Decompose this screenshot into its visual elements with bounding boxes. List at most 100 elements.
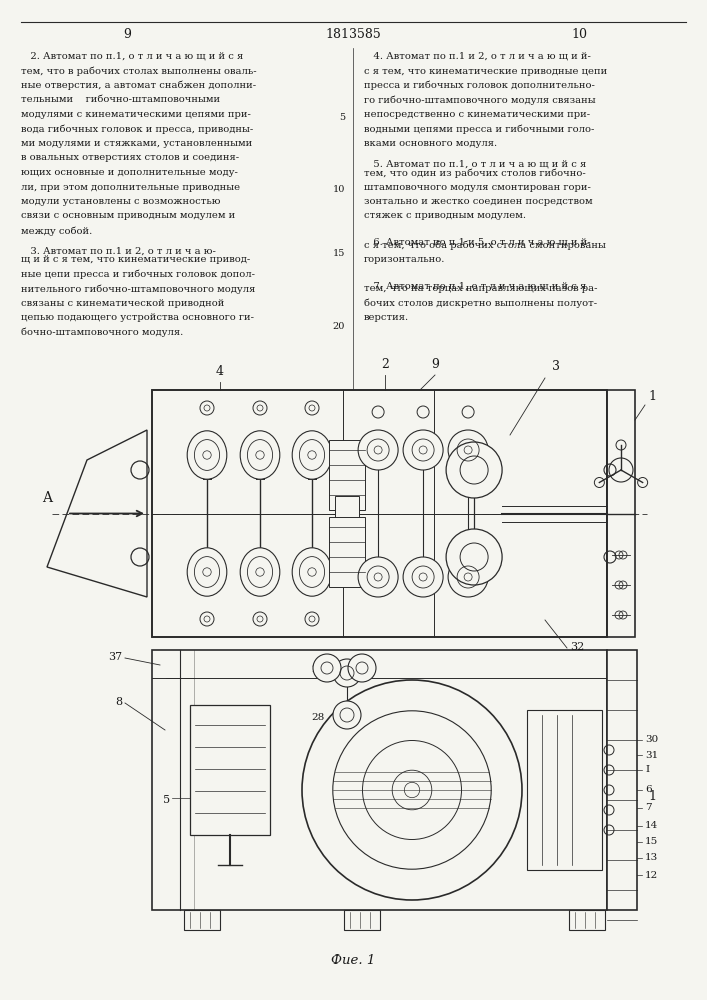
Text: 37: 37 — [108, 652, 122, 662]
Text: тем, что один из рабочих столов гибочно-: тем, что один из рабочих столов гибочно- — [364, 168, 586, 178]
Bar — [329, 517, 365, 587]
Text: 1813585: 1813585 — [326, 28, 381, 41]
Text: 28: 28 — [312, 712, 325, 722]
Bar — [527, 710, 602, 870]
Text: 1: 1 — [648, 790, 656, 803]
Text: ные цепи пресса и гибочных головок допол-: ные цепи пресса и гибочных головок допол… — [21, 269, 255, 279]
Text: 31: 31 — [645, 750, 658, 760]
Text: водными цепями пресса и гибочными голо-: водными цепями пресса и гибочными голо- — [364, 124, 595, 134]
Text: 12: 12 — [645, 870, 658, 880]
Text: штамповочного модуля смонтирован гори-: штамповочного модуля смонтирован гори- — [364, 182, 591, 192]
Text: Фие. 1: Фие. 1 — [332, 954, 375, 966]
Bar — [152, 390, 607, 637]
Text: 3: 3 — [552, 360, 560, 373]
Text: нительного гибочно-штамповочного модуля: нительного гибочно-штамповочного модуля — [21, 284, 256, 294]
Ellipse shape — [187, 548, 227, 596]
Text: 20: 20 — [332, 322, 345, 331]
Text: 10: 10 — [572, 28, 588, 41]
Text: щ и й с я тем, что кинематические привод-: щ и й с я тем, что кинематические привод… — [21, 255, 250, 264]
Text: 14: 14 — [645, 822, 658, 830]
Text: 10: 10 — [332, 186, 345, 194]
Circle shape — [403, 430, 443, 470]
Text: 7. Автомат по п.1, о т л и ч а ю щ и й с я: 7. Автомат по п.1, о т л и ч а ю щ и й с… — [364, 281, 586, 290]
Text: тельными    гибочно-штамповочными: тельными гибочно-штамповочными — [21, 96, 221, 104]
Circle shape — [333, 659, 361, 687]
Text: 15: 15 — [645, 838, 658, 846]
Text: 1: 1 — [648, 390, 656, 403]
Text: тем, что в рабочих столах выполнены оваль-: тем, что в рабочих столах выполнены овал… — [21, 66, 257, 76]
Text: 29: 29 — [312, 666, 325, 674]
Circle shape — [448, 557, 488, 597]
Bar — [329, 440, 365, 510]
Text: 30: 30 — [645, 736, 658, 744]
Text: 4. Автомат по п.1 и 2, о т л и ч а ю щ и й-: 4. Автомат по п.1 и 2, о т л и ч а ю щ и… — [364, 52, 591, 61]
Ellipse shape — [194, 557, 220, 587]
Text: 4: 4 — [216, 365, 224, 378]
Text: с я тем, что оба рабочих стола смонтированы: с я тем, что оба рабочих стола смонтиров… — [364, 240, 606, 250]
Bar — [152, 650, 607, 910]
Text: бочно-штамповочного модуля.: бочно-штамповочного модуля. — [21, 328, 183, 337]
Bar — [184, 910, 220, 930]
Circle shape — [348, 654, 376, 682]
Text: верстия.: верстия. — [364, 313, 409, 322]
Text: бочих столов дискретно выполнены полуот-: бочих столов дискретно выполнены полуот- — [364, 298, 597, 308]
Circle shape — [313, 654, 341, 682]
Text: ли, при этом дополнительные приводные: ли, при этом дополнительные приводные — [21, 182, 240, 192]
Text: 7: 7 — [645, 804, 652, 812]
Text: 13: 13 — [645, 854, 658, 862]
Ellipse shape — [299, 557, 325, 587]
Text: зонтально и жестко соединен посредством: зонтально и жестко соединен посредством — [364, 197, 592, 206]
Text: вками основного модуля.: вками основного модуля. — [364, 139, 497, 148]
Text: цепью подающего устройства основного ги-: цепью подающего устройства основного ги- — [21, 313, 255, 322]
Circle shape — [333, 701, 361, 729]
Bar — [569, 910, 605, 930]
Text: 2. Автомат по п.1, о т л и ч а ю щ и й с я: 2. Автомат по п.1, о т л и ч а ю щ и й с… — [21, 52, 243, 61]
Text: непосредственно с кинематическими при-: непосредственно с кинематическими при- — [364, 110, 590, 119]
Text: 5: 5 — [163, 795, 170, 805]
Text: 32: 32 — [570, 642, 584, 652]
Ellipse shape — [194, 440, 220, 470]
Bar — [607, 390, 635, 637]
Text: 8: 8 — [115, 697, 122, 707]
Text: го гибочно-штамповочного модуля связаны: го гибочно-штамповочного модуля связаны — [364, 96, 596, 105]
Text: 2: 2 — [381, 358, 389, 371]
Bar — [344, 910, 380, 930]
Ellipse shape — [240, 548, 280, 596]
Text: тем, что на торцах направляющих пазов ра-: тем, что на торцах направляющих пазов ра… — [364, 284, 597, 293]
Bar — [607, 650, 637, 910]
Polygon shape — [47, 430, 147, 597]
Text: 6: 6 — [645, 786, 652, 794]
Bar — [152, 390, 607, 637]
Text: модулями с кинематическими цепями при-: модулями с кинематическими цепями при- — [21, 110, 251, 119]
Text: связаны с кинематической приводной: связаны с кинематической приводной — [21, 298, 225, 308]
Text: стяжек с приводным модулем.: стяжек с приводным модулем. — [364, 212, 526, 221]
Text: ные отверстия, а автомат снабжен дополни-: ные отверстия, а автомат снабжен дополни… — [21, 81, 257, 91]
Text: 6. Автомат по п.1 и 5, о т л и ч а ю щ и й-: 6. Автомат по п.1 и 5, о т л и ч а ю щ и… — [364, 238, 591, 247]
Text: ющих основные и дополнительные моду-: ющих основные и дополнительные моду- — [21, 168, 238, 177]
Text: в овальных отверстиях столов и соединя-: в овальных отверстиях столов и соединя- — [21, 153, 240, 162]
Bar — [335, 495, 359, 532]
Text: 9: 9 — [123, 28, 132, 41]
Ellipse shape — [292, 548, 332, 596]
Text: между собой.: между собой. — [21, 226, 93, 235]
Text: ми модулями и стяжками, установленными: ми модулями и стяжками, установленными — [21, 139, 252, 148]
Circle shape — [446, 442, 502, 498]
Ellipse shape — [299, 440, 325, 470]
Text: вода гибочных головок и пресса, приводны-: вода гибочных головок и пресса, приводны… — [21, 124, 254, 134]
Text: пресса и гибочных головок дополнительно-: пресса и гибочных головок дополнительно- — [364, 81, 595, 91]
Text: 15: 15 — [332, 249, 345, 258]
Circle shape — [302, 680, 522, 900]
Ellipse shape — [247, 557, 273, 587]
Text: A: A — [42, 491, 52, 506]
Text: модули установлены с возможностью: модули установлены с возможностью — [21, 197, 221, 206]
Circle shape — [358, 557, 398, 597]
Ellipse shape — [240, 431, 280, 479]
Text: связи с основным приводным модулем и: связи с основным приводным модулем и — [21, 212, 235, 221]
Text: 5: 5 — [339, 113, 345, 122]
Circle shape — [358, 430, 398, 470]
Text: горизонтально.: горизонтально. — [364, 255, 445, 264]
Text: 5. Автомат по п.1, о т л и ч а ю щ и й с я: 5. Автомат по п.1, о т л и ч а ю щ и й с… — [364, 159, 586, 168]
Circle shape — [446, 529, 502, 585]
Ellipse shape — [247, 440, 273, 470]
Text: 9: 9 — [431, 358, 439, 371]
